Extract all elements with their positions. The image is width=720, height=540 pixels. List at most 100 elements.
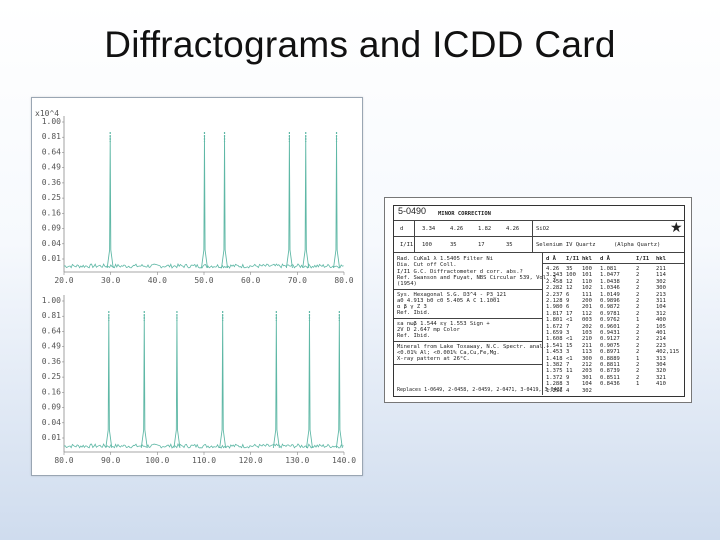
card-radiation-line: Dia. Cut off Coll. [397,262,457,269]
x-tick-label: 60.0 [241,276,260,285]
compound: SiO2 [536,226,550,232]
y-tick-label: 0.09 [42,403,61,412]
table-cell: 1.980 [546,304,563,311]
table-cell: 114 [656,272,666,279]
d-value-1: 3.34 [422,226,436,232]
table-cell: 211 [582,342,592,349]
y-tick-label: 0.64 [42,326,61,335]
ii-label: I/I1 [400,242,414,248]
table-cell: 2 [636,291,640,298]
table-header: hkl [582,256,592,262]
table-header: hkl [656,256,666,262]
table-cell: 1.659 [546,330,563,336]
table-cell: 3.343 [546,272,563,279]
table-cell: 111 [582,291,592,298]
table-cell: 304 [656,362,666,368]
table-cell: 0.9872 [600,304,620,311]
x-tick-label: 110.0 [192,456,216,465]
diffraction-peak [335,314,343,449]
table-cell: 311 [656,298,666,304]
table-cell: 0.8811 [600,362,620,368]
table-cell: 2 [636,374,640,381]
table-cell: 300 [582,355,592,362]
card-crystal-system-line: a0 4.913 b0 c0 5.405 A C 1.1001 [397,297,500,304]
y-tick-label: 1.00 [42,117,61,126]
table-header: d Å [546,256,556,262]
table-cell: 203 [582,368,592,375]
table-cell: 101 [582,272,592,279]
y-tick-label: 0.16 [42,208,61,217]
bottom-diffractogram: 1.00 0.81 0.64 0.49 0.36 0.25 0.16 0.09 0.04 0.01… [42,295,356,465]
diffraction-peak [105,314,113,449]
table-cell: 2 [636,285,640,292]
table-cell: 2 [636,349,640,356]
y-tick-label: 0.81 [42,132,61,141]
y-tick-label: 1.00 [42,296,61,305]
slide-title: Diffractograms and ICDD Card [104,24,616,65]
table-cell: 112 [582,310,592,317]
diffraction-peak [272,314,280,449]
mineral-name: Selenium IV Quartz [536,242,596,248]
table-cell: 0.9601 [600,323,620,330]
diffractogram-svg: 1.00 0.81 0.64 0.49 0.36 0.25 0.16 0.09 0.04 0.01… [35,109,356,465]
diffraction-peak [333,135,340,269]
card-optical-line: 2V D 2.647 mp Color [397,327,460,333]
x-tick-label: 80.0 [54,456,73,465]
table-cell: 2 [636,330,640,336]
table-cell: <1 [566,355,573,362]
table-cell: 313 [656,355,666,362]
diffraction-peak [285,135,293,269]
table-cell: 17 [566,310,573,317]
table-cell: 1.801 [546,317,563,324]
table-cell: 100 [566,272,576,279]
table-cell: 9 [566,298,570,304]
x-tick-label: 70.0 [288,276,307,285]
table-cell: 103 [582,330,592,336]
table-cell: 211 [656,266,666,272]
card-replaces: Replaces 1-0649, 2-0458, 2-0459, 2-0471,… [397,387,563,393]
diffraction-peak [219,314,227,449]
table-cell: 202 [582,323,592,330]
x-tick-label: 90.0 [101,456,120,465]
card-radiation-line: Ref. Swanson and Fuyat, NBS Circular 539… [397,274,556,281]
table-cell: 200 [582,298,592,304]
diffraction-peak [201,135,208,269]
table-cell: 1.0149 [600,291,620,298]
icdd-card: 5-0490 MINOR CORRECTION d 3.34 4.26 1.82… [393,205,685,397]
table-cell: 301 [582,374,592,381]
table-cell: <1 [566,336,573,343]
card-note-line: X-ray pattern at 26°C. [397,356,470,363]
table-cell: 2.128 [546,298,563,304]
table-cell: 302 [656,278,666,285]
table-cell: 213 [656,291,666,298]
table-cell: 1.0346 [600,285,620,292]
table-cell: 0.9896 [600,298,620,304]
diffraction-peak [306,314,313,449]
diffraction-peak [140,314,148,449]
y-tick-label: 0.09 [42,224,61,233]
y-tick-label: 0.16 [42,387,61,396]
table-cell: 401 [656,330,666,336]
table-cell: 12 [566,278,573,285]
table-cell: 2 [636,272,640,279]
table-cell: 7 [566,323,570,330]
table-cell: 1.672 [546,323,563,330]
diffraction-peak [106,135,114,269]
table-cell: 0.9075 [600,342,620,349]
table-header: I/I1 [636,256,650,262]
d-value-2: 4.26 [450,226,464,232]
y-tick-label: 0.01 [42,254,61,263]
table-cell: 3 [566,330,570,336]
table-cell: 210 [582,336,592,343]
table-cell: 201 [582,304,592,311]
card-crystal-system-line: α β γ Z 3 [397,304,427,311]
pattern-baseline [63,443,344,449]
table-cell: 1.453 [546,349,563,356]
table-cell: 1.375 [546,368,563,375]
y-tick-label: 0.81 [42,311,61,320]
table-cell: 1 [636,355,640,362]
table-cell: 2 [636,362,640,368]
y-tick-label: 0.04 [42,418,61,427]
diffractogram-panel: 1.00 0.81 0.64 0.49 0.36 0.25 0.16 0.09 0.04 0.01… [31,97,363,476]
table-cell: 35 [566,266,573,272]
